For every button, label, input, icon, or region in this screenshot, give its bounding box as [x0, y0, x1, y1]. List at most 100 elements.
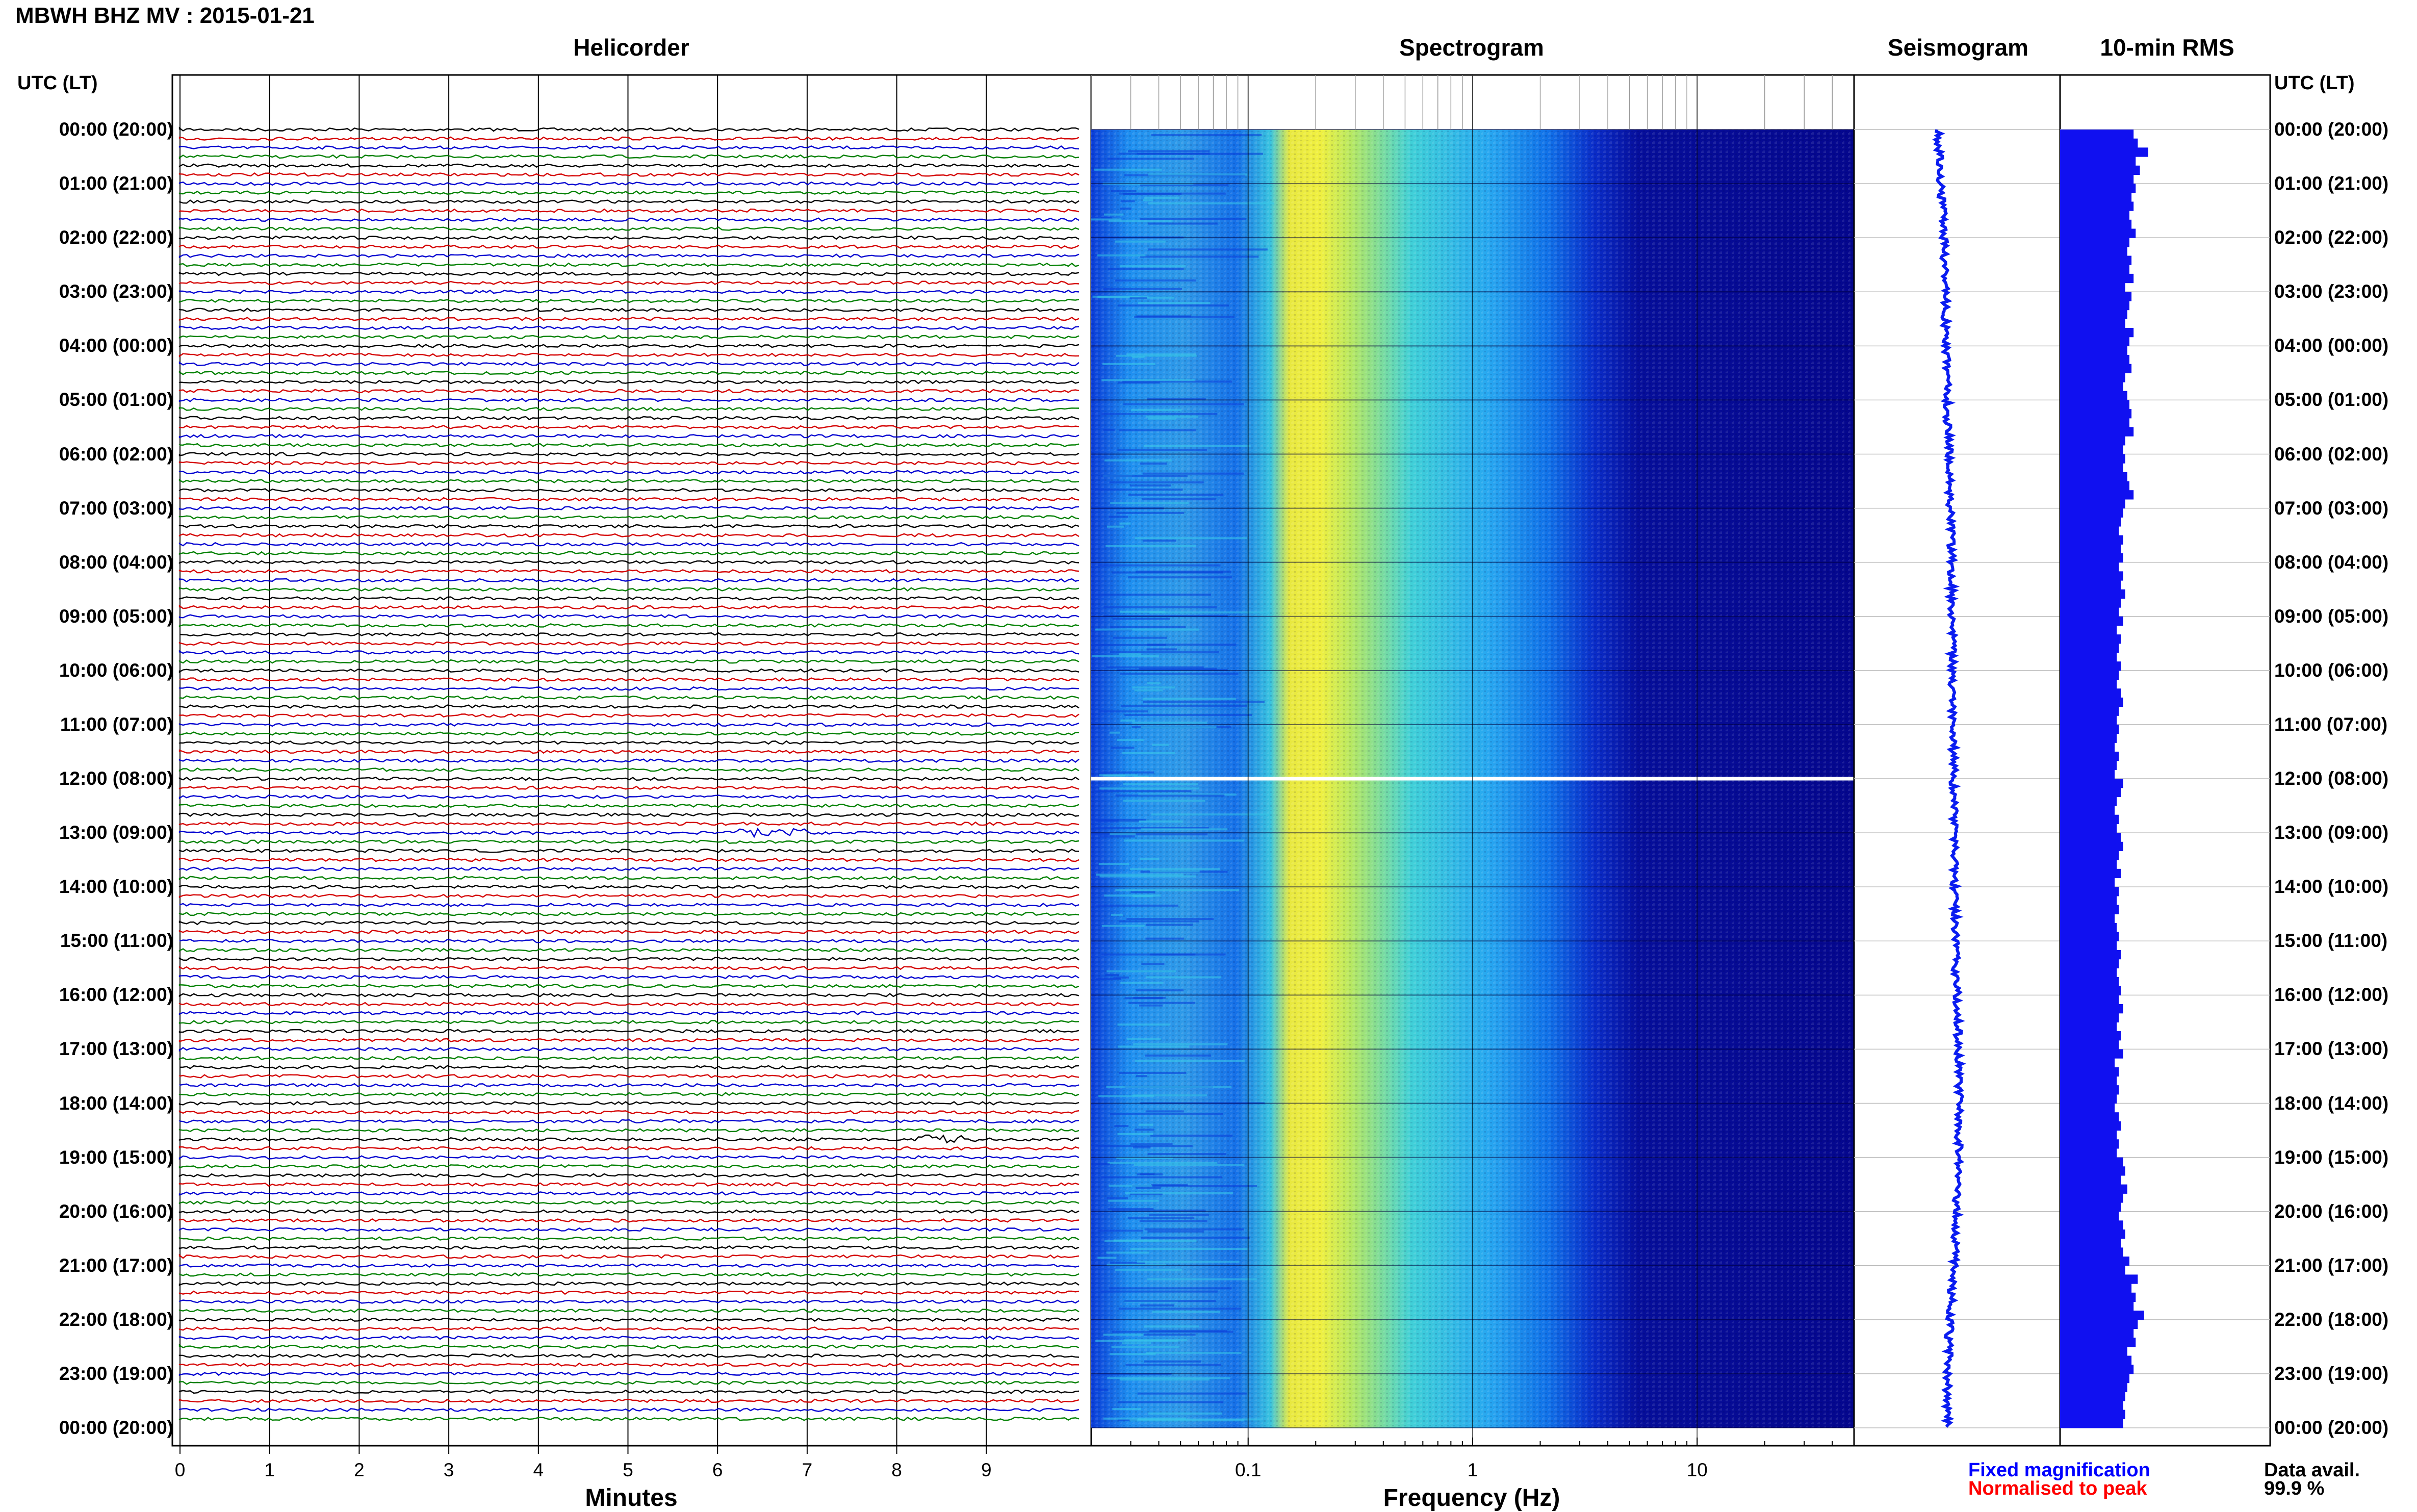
spectrogram-streak: [1111, 1346, 1180, 1348]
spectrogram-streak: [1107, 1197, 1128, 1199]
spectrogram-streak: [1110, 1353, 1156, 1355]
data-availability-value: 99.9 %: [2264, 1478, 2325, 1499]
rms-bar: [2060, 724, 2119, 734]
spectrogram-streak: [1091, 218, 1122, 221]
rms-bar: [2060, 661, 2121, 671]
rms-bar: [2060, 914, 2115, 924]
spectrogram-streak: [1140, 463, 1167, 465]
rms-bar: [2060, 625, 2117, 635]
helicorder-trace: [178, 966, 1079, 970]
rms-bar: [2060, 634, 2121, 644]
rms-bar: [2060, 806, 2115, 815]
rms-bar: [2060, 977, 2119, 987]
rms-bar: [2060, 157, 2136, 166]
spectrogram-streak: [1112, 1330, 1233, 1333]
rms-bar: [2060, 1202, 2121, 1212]
helicorder-trace: [178, 406, 1079, 412]
spectrogram-streak: [1120, 982, 1164, 984]
helicorder-trace: [179, 903, 1079, 907]
spectrogram-streak: [1119, 920, 1199, 922]
spectrogram-streak: [1124, 1339, 1188, 1342]
time-label-r: 08:00 (04:00): [2274, 551, 2389, 573]
spectrogram-streak: [1119, 429, 1196, 431]
rms-bar: [2060, 246, 2127, 257]
helicorder-trace: [178, 443, 1079, 448]
spectrogram-streak: [1115, 240, 1166, 243]
rms-bar: [2060, 598, 2121, 608]
spectrogram-streak: [1101, 1176, 1222, 1178]
helicorder-trace: [178, 1011, 1079, 1016]
spectrogram-streak: [1117, 1133, 1153, 1135]
time-label-r: 22:00 (18:00): [2274, 1309, 2389, 1330]
spectrogram-streak: [1112, 1408, 1141, 1411]
helicorder-trace: [178, 578, 1079, 583]
spectrogram-streak: [1125, 1364, 1221, 1366]
spectrogram-streak: [1096, 1389, 1109, 1391]
spectrogram-streak: [1115, 1268, 1182, 1271]
spectrogram-streak: [1134, 1129, 1154, 1131]
helicorder-trace: [178, 1263, 1079, 1268]
rms-bar: [2060, 337, 2129, 346]
rms-bar: [2060, 1220, 2123, 1230]
rms-bar: [2060, 490, 2134, 500]
rms-bar: [2060, 1193, 2123, 1203]
spectrogram-streak: [1094, 168, 1162, 171]
rms-bar: [2060, 950, 2121, 960]
spectrogram-streak: [1101, 925, 1145, 927]
time-label-r: 18:00 (14:00): [2274, 1092, 2389, 1114]
time-label-l: 03:00 (23:00): [59, 281, 173, 302]
spectrogram-streak: [1104, 894, 1161, 897]
helicorder-trace: [178, 1002, 1079, 1007]
rms-bar: [2060, 787, 2121, 797]
rms-bar: [2060, 968, 2117, 978]
helicorder-trace: [178, 1056, 1079, 1061]
spectrogram-streak: [1094, 594, 1211, 596]
helicorder-trace: [179, 938, 1079, 943]
helicorder-trace: [179, 1065, 1079, 1070]
helicorder-xtick-label: 2: [354, 1459, 365, 1480]
rms-bar: [2060, 932, 2119, 941]
helicorder-trace: [178, 947, 1079, 953]
spectrogram-streak: [1096, 874, 1184, 876]
seismogram-panel: [1853, 74, 2061, 1447]
spectrogram-streak: [1134, 689, 1163, 691]
spectrogram-streak: [1093, 644, 1166, 646]
time-label-l: 11:00 (07:00): [60, 713, 173, 735]
spectrogram-streak: [1139, 1004, 1163, 1007]
spectrogram-streak: [1110, 1262, 1146, 1264]
helicorder-trace: [178, 1299, 1079, 1304]
rms-bar: [2060, 1211, 2119, 1221]
rms-bar: [2060, 1382, 2127, 1392]
rms-bar: [2060, 959, 2119, 968]
time-label-l: 17:00 (13:00): [59, 1038, 173, 1060]
helicorder-trace: [178, 920, 1079, 926]
helicorder-trace: [178, 1128, 1079, 1133]
spectrogram-streak: [1137, 1261, 1240, 1263]
rms-bar: [2060, 607, 2119, 617]
helicorder-trace: [178, 398, 1079, 402]
rms-bar: [2060, 211, 2129, 220]
helicorder-trace: [178, 812, 1079, 817]
time-label-l: 21:00 (17:00): [59, 1254, 173, 1276]
spectrogram-streak: [1109, 516, 1128, 518]
helicorder-trace: [178, 993, 1079, 997]
rms-bar: [2060, 887, 2119, 896]
spectrogram-streak: [1126, 353, 1196, 356]
rms-bar: [2060, 228, 2136, 238]
spectrogram-xtick-label: 0.1: [1235, 1459, 1262, 1480]
rms-bar: [2060, 138, 2138, 148]
spectrogram-streak: [1131, 409, 1182, 412]
spectrogram-streak: [1133, 1146, 1151, 1149]
spectrogram-streak: [1151, 134, 1262, 136]
helicorder-trace: [178, 713, 1079, 718]
rms-bar: [2060, 1311, 2144, 1320]
helicorder-xtick-label: 0: [174, 1459, 186, 1480]
spectrogram-streak: [1124, 714, 1252, 716]
helicorder-trace: [178, 542, 1079, 547]
spectrogram-streak: [1146, 924, 1193, 926]
helicorder-panel: [171, 74, 1092, 1454]
helicorder-trace: [178, 849, 1079, 853]
helicorder-trace: [178, 343, 1079, 348]
helicorder-trace: [178, 172, 1079, 177]
spectrogram-streak: [1127, 1217, 1195, 1219]
